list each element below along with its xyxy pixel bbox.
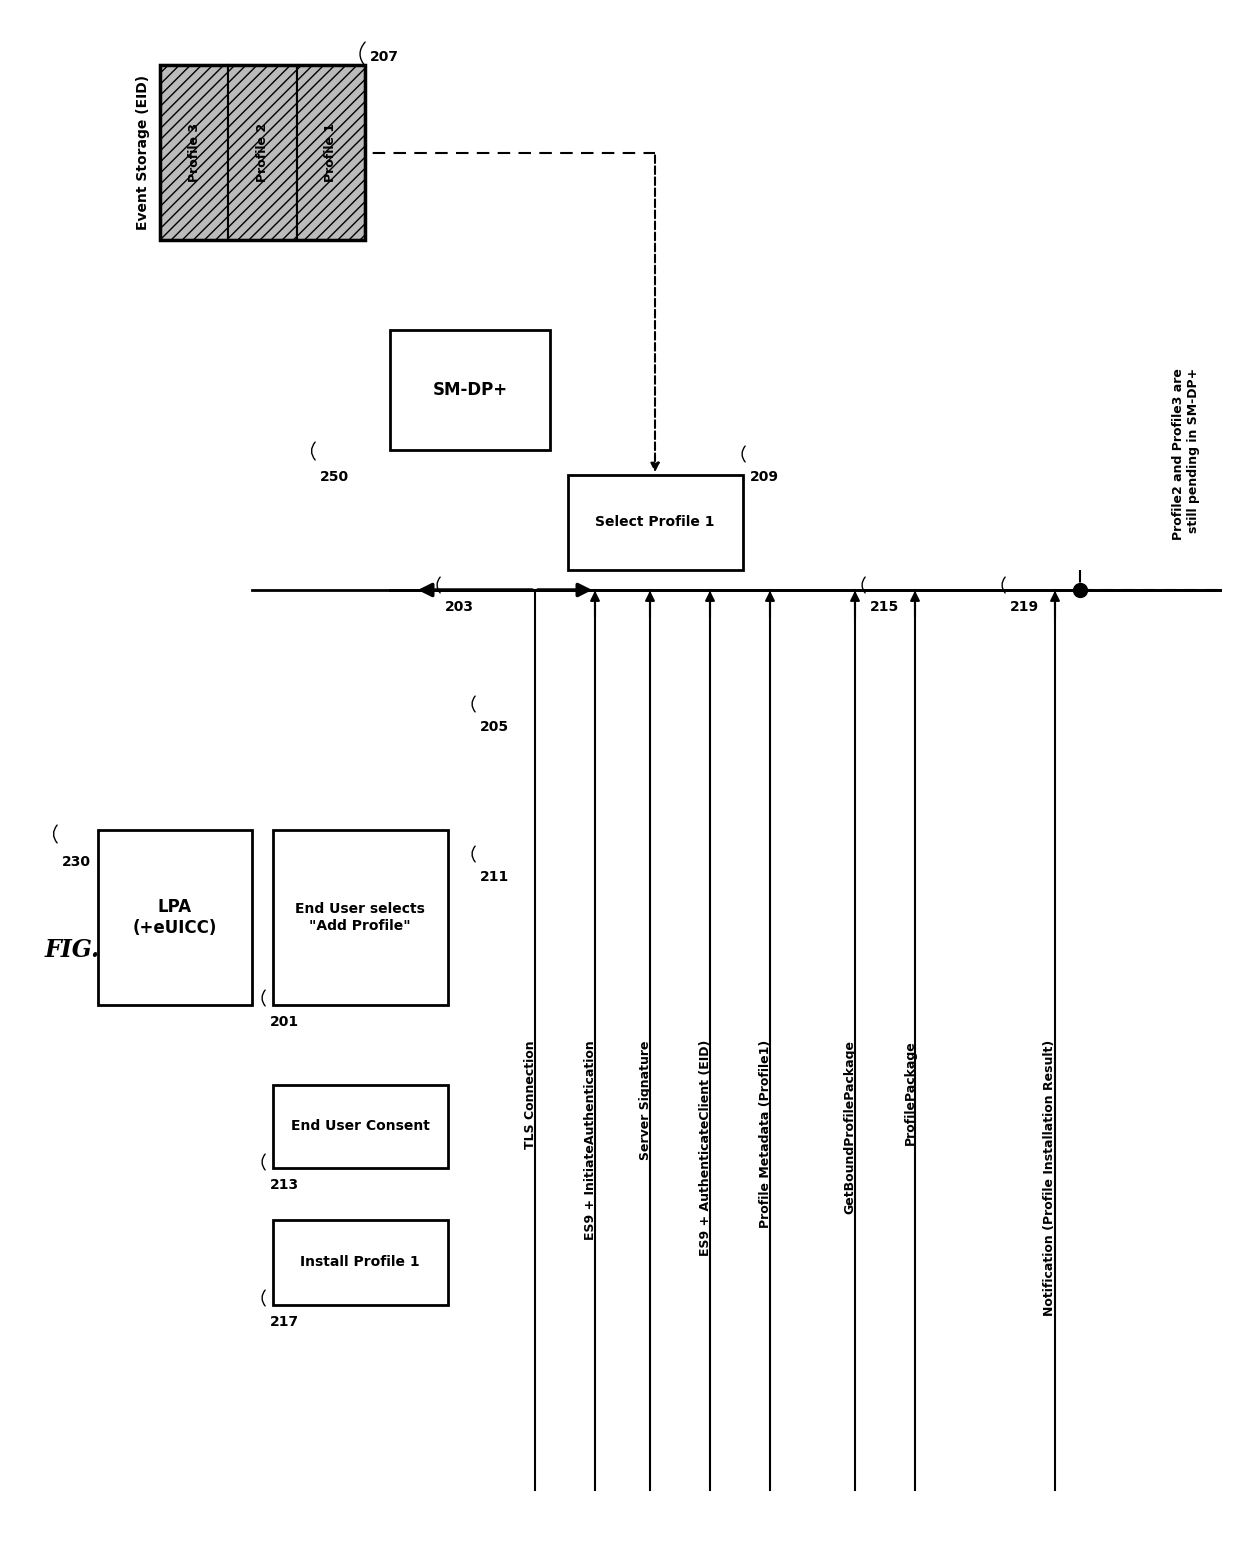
- Text: GetBoundProfilePackage: GetBoundProfilePackage: [843, 1040, 857, 1214]
- Text: Select Profile 1: Select Profile 1: [595, 515, 714, 529]
- Text: Profile 1: Profile 1: [325, 123, 337, 182]
- Bar: [160, 65, 365, 241]
- Text: 215: 215: [870, 601, 899, 615]
- Text: End User selects
"Add Profile": End User selects "Add Profile": [295, 902, 425, 933]
- Text: 209: 209: [750, 470, 779, 484]
- Bar: [273, 830, 448, 1006]
- Text: Profile 3: Profile 3: [187, 123, 201, 182]
- Bar: [273, 1085, 448, 1169]
- Bar: [98, 830, 253, 1006]
- Text: 205: 205: [480, 720, 510, 734]
- Bar: [228, 65, 296, 241]
- Text: Install Profile 1: Install Profile 1: [300, 1256, 420, 1270]
- Text: Notification (Profile Installation Result): Notification (Profile Installation Resul…: [1044, 1040, 1056, 1316]
- Bar: [391, 331, 551, 450]
- Text: SM-DP+: SM-DP+: [433, 380, 507, 399]
- Text: 230: 230: [62, 855, 91, 869]
- Text: Server Signature: Server Signature: [639, 1040, 651, 1159]
- Text: LPA
(+eUICC): LPA (+eUICC): [133, 899, 217, 937]
- Text: 201: 201: [270, 1015, 299, 1029]
- Text: 203: 203: [445, 601, 474, 615]
- Text: ES9 + AuthenticateClient (EID): ES9 + AuthenticateClient (EID): [698, 1040, 712, 1257]
- Text: Event Storage (EID): Event Storage (EID): [136, 74, 150, 230]
- Text: 219: 219: [1011, 601, 1039, 615]
- Text: ES9 + InitiateAuthentication: ES9 + InitiateAuthentication: [584, 1040, 596, 1240]
- Text: 213: 213: [270, 1178, 299, 1192]
- Text: ProfilePackage: ProfilePackage: [904, 1040, 916, 1145]
- Text: Profile Metadata (Profile1): Profile Metadata (Profile1): [759, 1040, 771, 1228]
- Text: 217: 217: [270, 1315, 299, 1329]
- Text: 211: 211: [480, 871, 510, 885]
- Bar: [273, 1220, 448, 1305]
- Text: 207: 207: [370, 50, 399, 64]
- Bar: [160, 65, 228, 241]
- Text: End User Consent: End User Consent: [290, 1119, 429, 1133]
- Text: TLS Connection: TLS Connection: [523, 1040, 537, 1148]
- Text: Profile2 and Profile3 are
still pending in SM-DP+: Profile2 and Profile3 are still pending …: [1172, 368, 1200, 540]
- Text: FIG. 2: FIG. 2: [45, 937, 125, 962]
- Bar: [568, 475, 743, 570]
- Bar: [296, 65, 365, 241]
- Text: 250: 250: [320, 470, 350, 484]
- Text: Profile 2: Profile 2: [255, 123, 269, 182]
